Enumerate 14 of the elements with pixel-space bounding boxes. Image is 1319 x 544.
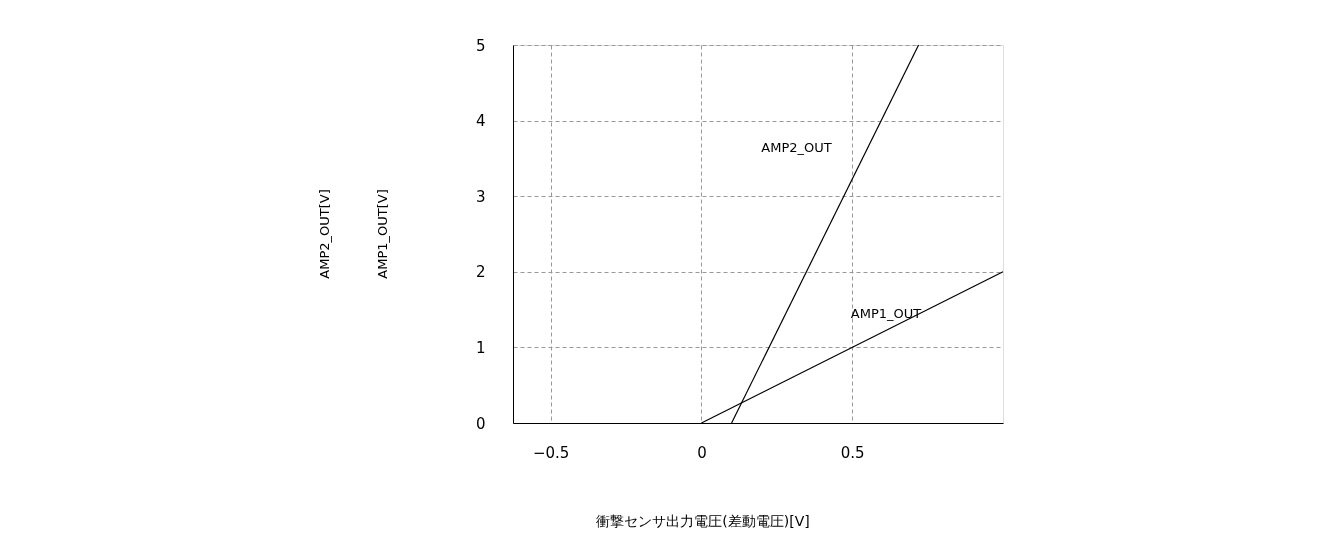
x-axis-title: 衝撃センサ出力電圧(差動電圧)[V]	[596, 513, 810, 529]
y-tick-label: 1	[475, 338, 486, 357]
y-tick-label: 3	[475, 187, 486, 206]
x-tick-label: 0.5	[840, 443, 865, 462]
text: AMP2_OUT	[761, 140, 832, 155]
y-tick-label: 4	[475, 112, 486, 131]
x-tick-label: 0	[697, 443, 707, 462]
y-tick-label: 0	[475, 414, 486, 433]
y-tick-label: 2	[475, 263, 486, 282]
y-tick-label: 5	[475, 36, 486, 55]
text: AMP2_OUT[V]	[317, 189, 332, 279]
text: AMP1_OUT[V]	[375, 189, 390, 279]
series-label: AMP1_OUT	[850, 305, 922, 321]
x-tick-label: −0.5	[532, 443, 570, 462]
